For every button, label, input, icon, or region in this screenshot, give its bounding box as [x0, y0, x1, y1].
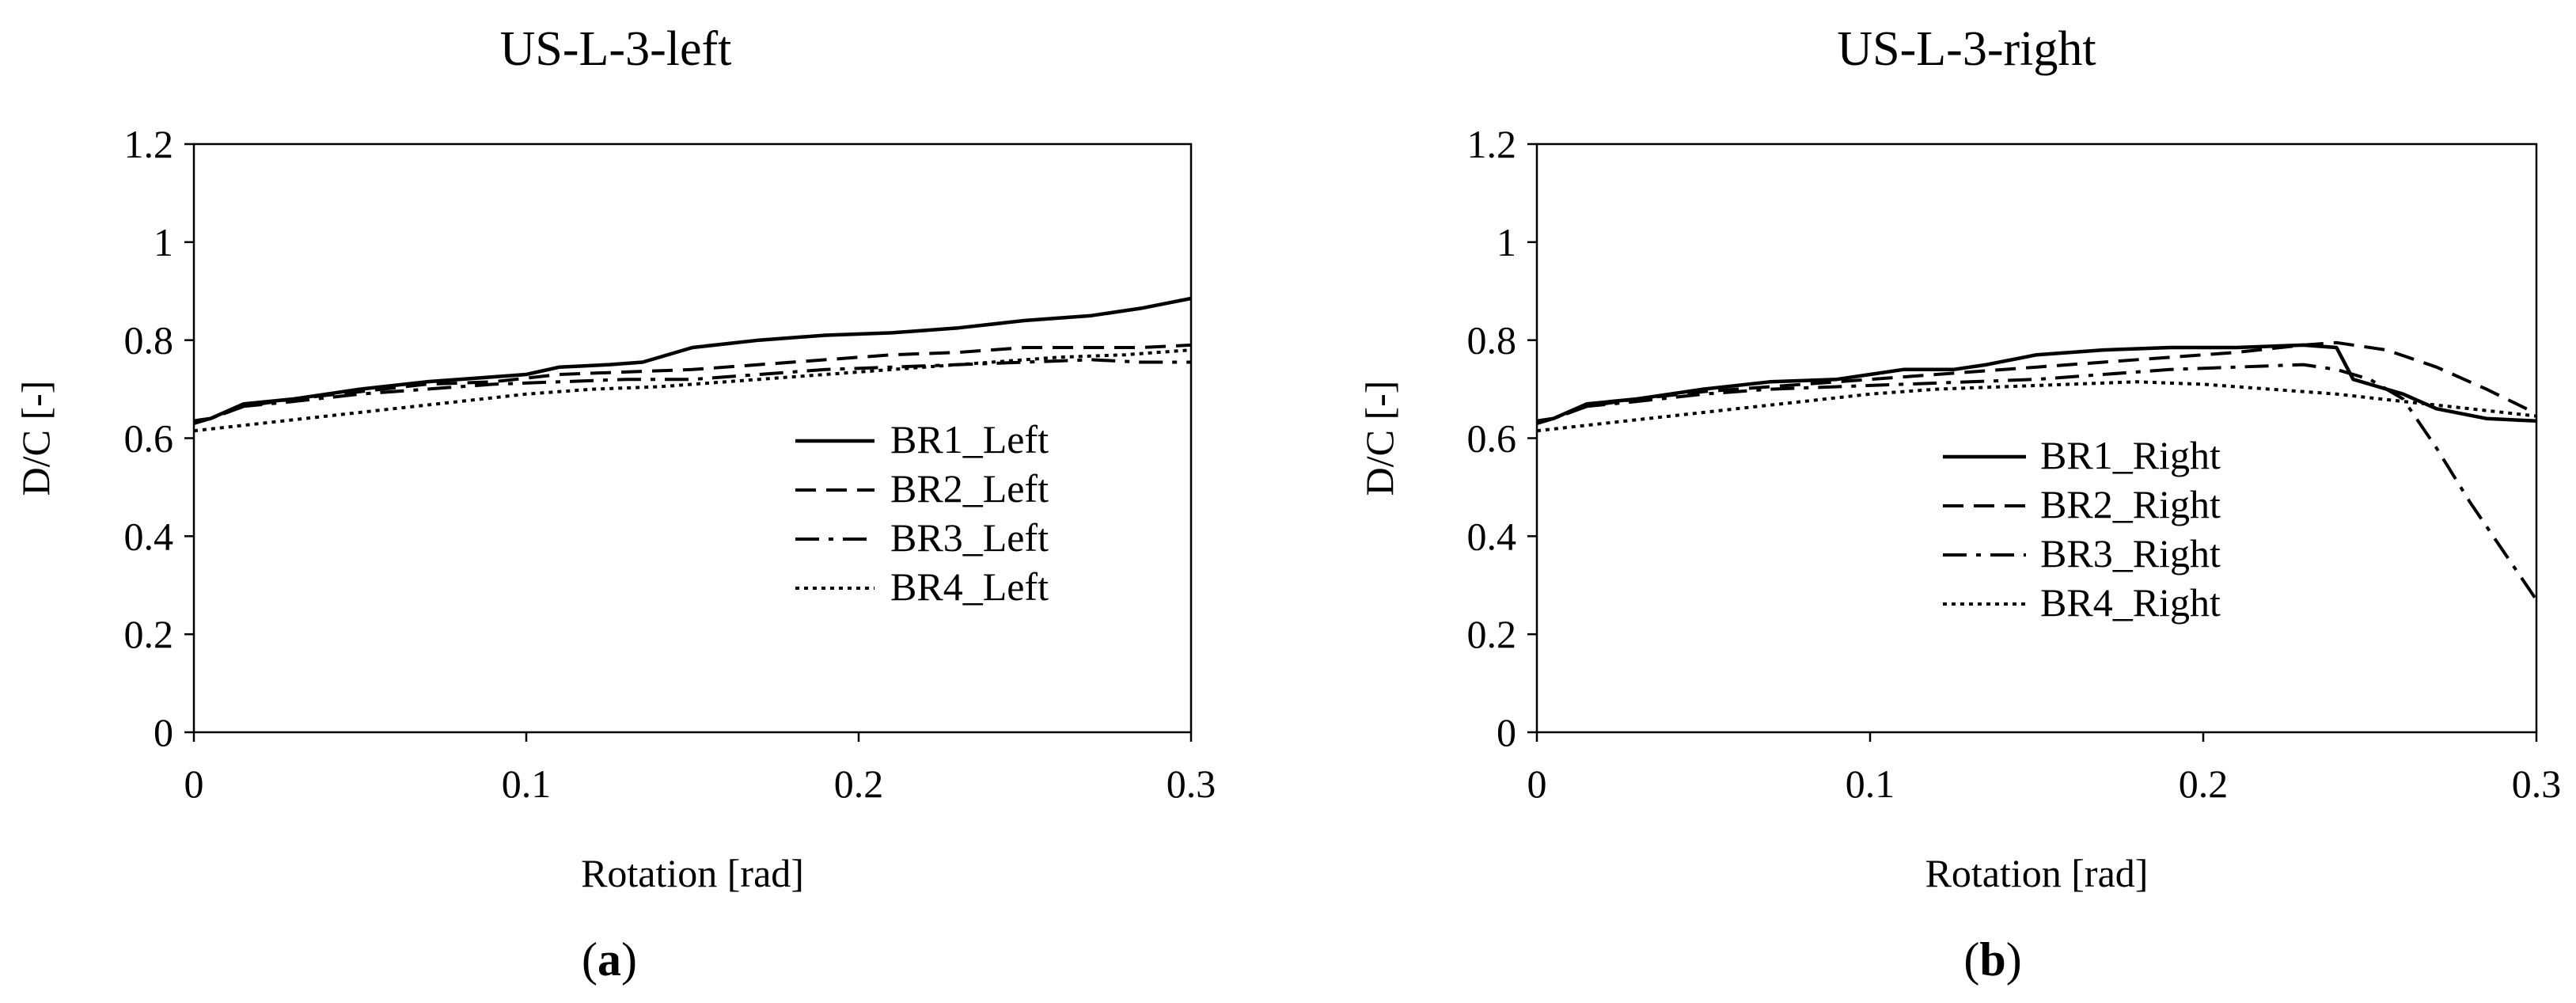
- chart-panel-a: US-L-3-left 0 0.2 0.4 0.6 0.8 1 1.2 0 0.1 0.2 0.3 Ro…: [13, 22, 1216, 986]
- series-line-br4-right: [1536, 380, 2537, 433]
- y-tick-label: 0.6: [124, 416, 174, 461]
- plot-area: [1535, 142, 2538, 734]
- y-tick-label: 1.2: [1467, 122, 1517, 166]
- y-tick-label: 0.2: [1467, 612, 1517, 656]
- x-axis-label: Rotation [rad]: [1925, 851, 2149, 895]
- y-tick-label: 0: [154, 710, 173, 754]
- chart-title: US-L-3-left: [500, 22, 732, 76]
- legend-label: BR3_Left: [890, 515, 1049, 560]
- y-axis-label: D/C [-]: [13, 381, 58, 496]
- panel-label: (b): [1963, 933, 2021, 986]
- x-tick-label: 0.3: [1167, 762, 1216, 806]
- series-line-br4-left: [193, 348, 1192, 433]
- chart-panel-b: US-L-3-right 0 0.2 0.4 0.6 0.8 1 1.2 0 0.1 0.2 0.3 R…: [1357, 22, 2561, 986]
- y-tick-label: 1: [1497, 220, 1516, 264]
- series-line-br2-right: [1536, 340, 2537, 425]
- x-tick-label: 0.2: [2179, 762, 2229, 806]
- y-tick-label: 0.2: [124, 612, 174, 656]
- y-tick-label: 1.2: [124, 122, 174, 166]
- x-tick-label: 0.2: [834, 762, 884, 806]
- series-line-br3-right: [1536, 363, 2538, 601]
- x-tick-label: 0.1: [1846, 762, 1895, 806]
- series-line-br1-right: [1536, 343, 2537, 424]
- legend-label: BR1_Right: [2040, 433, 2221, 477]
- x-tick-label: 0.1: [502, 762, 552, 806]
- x-tick-label: 0: [1527, 762, 1547, 806]
- panel-label: (a): [582, 933, 637, 986]
- y-tick-label: 0: [1497, 710, 1516, 754]
- y-tick-label: 0.8: [1467, 318, 1517, 363]
- legend-label: BR1_Left: [890, 417, 1049, 462]
- y-tick-label: 0.4: [1467, 514, 1517, 558]
- legend-label: BR2_Right: [2040, 482, 2221, 526]
- x-tick-label: 0.3: [2512, 762, 2562, 806]
- legend-label: BR4_Left: [890, 564, 1049, 609]
- y-axis-label: D/C [-]: [1357, 381, 1402, 496]
- y-tick-label: 0.8: [124, 318, 174, 363]
- legend-label: BR3_Right: [2040, 531, 2221, 576]
- legend-label: BR4_Right: [2040, 580, 2221, 625]
- y-tick-label: 0.4: [124, 514, 174, 558]
- y-tick-label: 0.6: [1467, 416, 1517, 461]
- series-line-br2-left: [193, 343, 1192, 425]
- chart-title: US-L-3-right: [1837, 22, 2096, 76]
- x-axis-label: Rotation [rad]: [581, 851, 804, 895]
- x-tick-label: 0: [184, 762, 204, 806]
- y-tick-label: 1: [154, 220, 173, 264]
- series-line-br1-left: [193, 296, 1192, 424]
- legend-label: BR2_Left: [890, 466, 1049, 511]
